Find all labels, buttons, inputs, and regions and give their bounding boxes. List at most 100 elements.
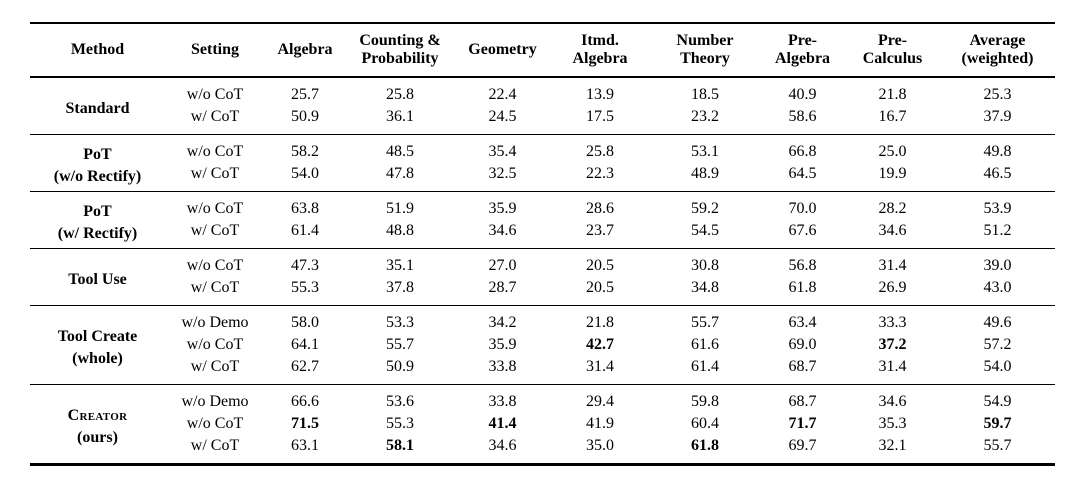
value-cell: 31.4 xyxy=(586,358,614,375)
table-header-row: Method Setting Algebra Counting & Probabilit… xyxy=(30,23,1055,77)
value-cell: 58.2 xyxy=(291,143,319,160)
value-cell: 63.8 xyxy=(291,200,319,217)
value-cell: 37.8 xyxy=(386,279,414,296)
method-cell: Tool Create (whole) xyxy=(30,306,165,385)
value-cell: 21.8 xyxy=(586,314,614,331)
value-cell: 16.7 xyxy=(878,108,907,125)
value-cell: 20.5 xyxy=(586,257,614,274)
method-label-line: (ours) xyxy=(77,429,118,446)
method-label-line: PoT xyxy=(83,203,112,220)
method-label-line: (w/ Rectify) xyxy=(57,225,138,242)
value-cell: 50.9 xyxy=(386,358,414,375)
method-label-line: PoT xyxy=(83,146,112,163)
table-row: w/ CoT 54.0 47.8 32.5 22.3 48.9 64.5 19.9 46.5 xyxy=(30,163,1055,192)
column-header-counting-probability: Counting & Probability xyxy=(359,32,441,67)
method-label-line: Creator xyxy=(67,407,128,424)
table-row: w/ CoT 61.4 48.8 34.6 23.7 54.5 67.6 34.6 51.2 xyxy=(30,220,1055,249)
table-row: PoT (w/o Rectify) w/o CoT 58.2 48.5 35.4 25.8 5… xyxy=(30,135,1055,185)
value-cell: 71.7 xyxy=(788,415,817,432)
value-cell: 48.8 xyxy=(386,222,414,239)
value-cell: 54.0 xyxy=(291,165,319,182)
value-cell: 34.6 xyxy=(878,222,907,239)
value-cell: 43.0 xyxy=(983,279,1012,296)
value-cell: 58.1 xyxy=(386,437,414,454)
value-cell: 48.5 xyxy=(386,143,414,160)
table-row: w/o CoT 71.5 55.3 41.4 41.9 60.4 71.7 35.3 59.7 xyxy=(30,413,1055,435)
method-label-line: Tool Create xyxy=(57,328,138,345)
table-row: w/ CoT 62.7 50.9 33.8 31.4 61.4 68.7 31.4 54.0 xyxy=(30,356,1055,385)
method-group: Standard w/o CoT 25.7 25.8 22.4 13.9 18.5 40.9 2… xyxy=(30,77,1055,135)
value-cell: 37.9 xyxy=(983,108,1012,125)
value-cell: 39.0 xyxy=(983,257,1012,274)
value-cell: 24.5 xyxy=(488,108,517,125)
value-cell: 26.9 xyxy=(878,279,907,296)
value-cell: 21.8 xyxy=(878,86,907,103)
value-cell: 33.3 xyxy=(878,314,907,331)
column-header-algebra: Algebra xyxy=(277,41,333,58)
value-cell: 61.6 xyxy=(691,336,719,353)
table-header: Method Setting Algebra Counting & Probabilit… xyxy=(30,23,1055,77)
value-cell: 17.5 xyxy=(586,108,614,125)
value-cell: 20.5 xyxy=(586,279,614,296)
value-cell: 35.0 xyxy=(586,437,614,454)
table-row: Creator (ours) w/o Demo 66.6 53.6 33.8 29.4 59.… xyxy=(30,385,1055,446)
setting-cell: w/o Demo xyxy=(181,314,249,331)
column-header-pre--calculus: Pre- Calculus xyxy=(862,32,923,67)
value-cell: 66.8 xyxy=(788,143,817,160)
value-cell: 58.6 xyxy=(788,108,817,125)
value-cell: 25.0 xyxy=(878,143,907,160)
value-cell: 62.7 xyxy=(291,358,319,375)
value-cell: 56.8 xyxy=(788,257,817,274)
value-cell: 55.3 xyxy=(386,415,414,432)
value-cell: 37.2 xyxy=(878,336,907,353)
method-cell: Standard xyxy=(30,77,165,135)
method-label-line: (w/o Rectify) xyxy=(53,168,142,185)
value-cell: 61.8 xyxy=(788,279,817,296)
value-cell: 59.2 xyxy=(691,200,719,217)
setting-cell: w/o Demo xyxy=(181,393,249,410)
value-cell: 35.3 xyxy=(878,415,907,432)
value-cell: 22.3 xyxy=(586,165,614,182)
value-cell: 61.8 xyxy=(691,437,719,454)
value-cell: 63.4 xyxy=(788,314,817,331)
value-cell: 55.7 xyxy=(691,314,719,331)
value-cell: 48.9 xyxy=(691,165,719,182)
value-cell: 35.1 xyxy=(386,257,414,274)
value-cell: 69.0 xyxy=(788,336,817,353)
setting-cell: w/o CoT xyxy=(186,86,244,103)
value-cell: 60.4 xyxy=(691,415,719,432)
value-cell: 19.9 xyxy=(878,165,907,182)
column-header-pre--algebra: Pre- Algebra xyxy=(774,32,831,67)
value-cell: 28.7 xyxy=(488,279,517,296)
setting-cell: w/ CoT xyxy=(190,108,240,125)
value-cell: 61.4 xyxy=(291,222,319,239)
column-header-itmd-algebra: Itmd. Algebra xyxy=(572,32,628,67)
method-cell: Tool Use xyxy=(30,249,165,306)
table-row: PoT (w/ Rectify) w/o CoT 63.8 51.9 35.9 28.6 59… xyxy=(30,192,1055,242)
value-cell: 54.9 xyxy=(983,393,1012,410)
value-cell: 55.7 xyxy=(386,336,414,353)
value-cell: 47.3 xyxy=(291,257,319,274)
method-group: Tool Use w/o CoT 47.3 35.1 27.0 20.5 30.8 56.8 3… xyxy=(30,248,1055,306)
value-cell: 54.5 xyxy=(691,222,719,239)
setting-cell: w/o CoT xyxy=(186,257,244,274)
value-cell: 64.1 xyxy=(291,336,319,353)
value-cell: 46.5 xyxy=(983,165,1012,182)
value-cell: 33.8 xyxy=(488,393,517,410)
value-cell: 40.9 xyxy=(788,86,817,103)
value-cell: 18.5 xyxy=(691,86,719,103)
value-cell: 35.9 xyxy=(488,200,517,217)
value-cell: 53.1 xyxy=(691,143,719,160)
column-header-number-theory: Number Theory xyxy=(676,32,734,67)
method-cell: Creator (ours) xyxy=(30,385,165,465)
value-cell: 70.0 xyxy=(788,200,817,217)
setting-cell: w/ CoT xyxy=(190,437,240,454)
value-cell: 31.4 xyxy=(878,257,907,274)
value-cell: 47.8 xyxy=(386,165,414,182)
value-cell: 61.4 xyxy=(691,358,719,375)
results-table: Method Setting Algebra Counting & Probabilit… xyxy=(30,22,1055,466)
value-cell: 29.4 xyxy=(586,393,614,410)
value-cell: 66.6 xyxy=(291,393,319,410)
value-cell: 27.0 xyxy=(488,257,517,274)
setting-cell: w/o CoT xyxy=(186,336,244,353)
